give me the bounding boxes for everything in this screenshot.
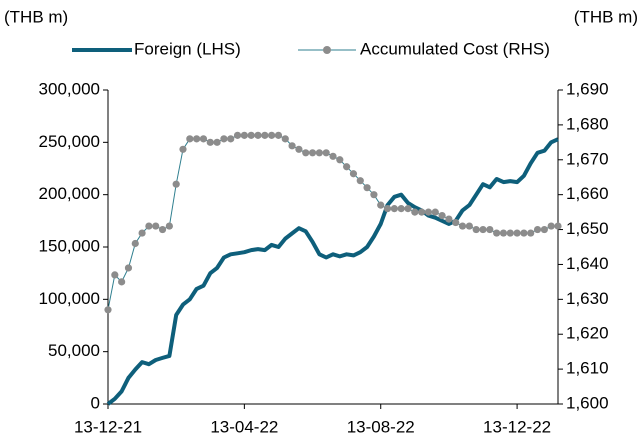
series-line [106, 137, 559, 406]
series-point [431, 208, 439, 216]
series-point [445, 215, 453, 223]
series-point [527, 229, 535, 237]
y2-axis-title: (THB m) [574, 7, 638, 26]
series-point [131, 239, 139, 248]
series-point [377, 201, 385, 209]
y-tick-label: 50,000 [48, 341, 100, 360]
series-point [411, 208, 419, 216]
y2-tick-label: 1,670 [566, 149, 609, 168]
series-point [152, 222, 160, 230]
series-point [206, 138, 214, 146]
series-point [158, 225, 167, 234]
series-point [302, 149, 310, 157]
series-point [418, 208, 426, 216]
series-point [274, 131, 283, 139]
y-tick-label: 0 [91, 393, 100, 412]
series-point [336, 156, 344, 164]
series-line [107, 134, 558, 310]
legend-label: Foreign (LHS) [134, 39, 241, 58]
series-point [268, 131, 276, 139]
y2-tick-label: 1,650 [566, 219, 609, 238]
y2-tick-label: 1,600 [566, 393, 609, 412]
series-point [472, 225, 480, 234]
series-point [247, 131, 255, 139]
series-point [363, 184, 371, 192]
series-point [199, 135, 208, 143]
y-tick-label: 200,000 [39, 184, 100, 203]
series-point [438, 212, 446, 220]
series-point [370, 191, 378, 199]
series-point [145, 222, 153, 230]
series-point [193, 135, 201, 143]
series-point [233, 131, 242, 139]
series-point [540, 225, 548, 234]
series-point [186, 135, 194, 143]
series-point [104, 306, 112, 314]
series-point [465, 222, 473, 230]
series-point [329, 152, 337, 160]
series-point [356, 177, 364, 185]
series-point [479, 225, 487, 234]
series-point [288, 142, 296, 150]
y-tick-label: 250,000 [39, 132, 100, 151]
series-point [513, 229, 521, 237]
series-point [220, 135, 228, 143]
series-point [343, 163, 351, 171]
series-point [349, 170, 358, 178]
series-point [240, 131, 248, 139]
series-point [506, 229, 514, 237]
y-tick-label: 150,000 [39, 236, 100, 255]
series-point [172, 180, 180, 188]
legend-label: Accumulated Cost (RHS) [360, 39, 550, 58]
y2-tick-label: 1,640 [566, 254, 609, 273]
y2-tick-label: 1,630 [566, 289, 609, 308]
series-point [390, 205, 398, 213]
series-point [554, 222, 562, 230]
series-point [213, 138, 221, 146]
series-point [452, 218, 460, 227]
series-point [520, 229, 528, 237]
series-point [124, 264, 133, 272]
series-point [383, 205, 392, 213]
x-tick-label: 13-04-22 [210, 417, 278, 436]
y-tick-label: 300,000 [39, 79, 100, 98]
series-point [322, 149, 330, 157]
x-tick-label: 13-12-22 [483, 417, 551, 436]
series-point [424, 208, 433, 216]
series-point [533, 225, 542, 234]
series-point [458, 222, 467, 230]
series-point [227, 135, 235, 143]
y-tick-label: 100,000 [39, 289, 100, 308]
y2-tick-label: 1,680 [566, 114, 609, 133]
series-point [486, 225, 494, 234]
series-point [404, 205, 412, 213]
series-point [118, 278, 126, 286]
series-point [315, 149, 323, 157]
series-point [295, 145, 303, 153]
legend-marker [323, 46, 331, 54]
series-point [138, 229, 146, 237]
series-point [165, 222, 173, 230]
series-point [493, 229, 501, 237]
series-point [499, 229, 508, 237]
series-point [179, 145, 187, 153]
series-point [547, 222, 555, 230]
y-axis-title: (THB m) [4, 7, 68, 26]
y2-tick-label: 1,690 [566, 79, 609, 98]
x-tick-label: 13-08-22 [347, 417, 415, 436]
series-point [254, 131, 262, 139]
y2-tick-label: 1,620 [566, 324, 609, 343]
series-point [111, 271, 119, 279]
y2-tick-label: 1,610 [566, 359, 609, 378]
series-point [261, 131, 269, 139]
y2-tick-label: 1,660 [566, 184, 609, 203]
x-tick-label: 13-12-21 [74, 417, 142, 436]
series-point [397, 205, 405, 213]
series-point [281, 135, 289, 143]
series-point [308, 149, 317, 157]
